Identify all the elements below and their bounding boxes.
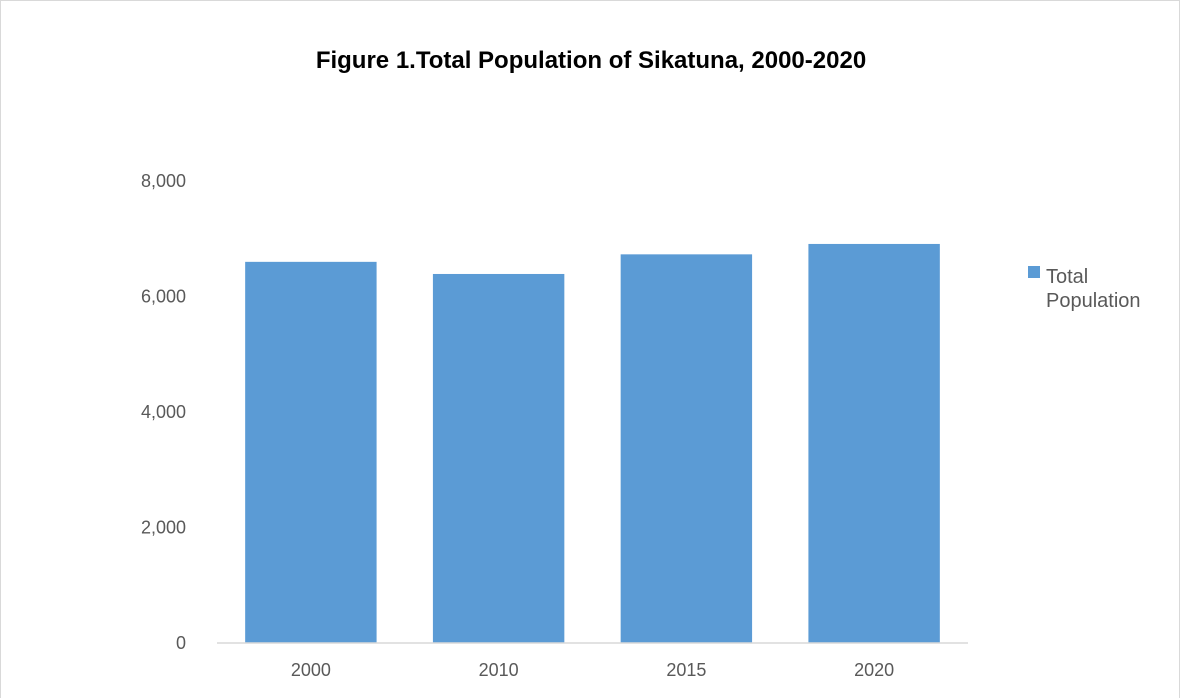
legend-label: Total Population <box>1046 266 1141 312</box>
x-tick-label: 2015 <box>666 660 706 680</box>
bars <box>245 243 940 643</box>
x-tick-label: 2020 <box>854 660 894 680</box>
bar-2000 <box>245 261 377 643</box>
x-axis-ticks: 2000 2010 2015 2020 <box>291 660 894 680</box>
legend-label-line-2: Population <box>1046 290 1141 312</box>
legend-label-line-1: Total <box>1046 266 1088 288</box>
x-tick-label: 2000 <box>291 660 331 680</box>
chart-title: Figure 1.Total Population of Sikatuna, 2… <box>316 47 866 74</box>
legend: Total Population <box>1028 266 1141 312</box>
y-axis-ticks: 0 2,000 4,000 6,000 8,000 <box>141 171 186 653</box>
y-tick-label: 8,000 <box>141 171 186 191</box>
bar-2020 <box>808 243 940 643</box>
y-tick-label: 0 <box>176 633 186 653</box>
legend-swatch <box>1028 266 1040 278</box>
bar-2015 <box>620 254 753 643</box>
x-tick-label: 2010 <box>479 660 519 680</box>
y-tick-label: 4,000 <box>141 402 186 422</box>
y-tick-label: 6,000 <box>141 287 186 307</box>
bar-2010 <box>432 273 565 643</box>
y-tick-label: 2,000 <box>141 518 186 538</box>
